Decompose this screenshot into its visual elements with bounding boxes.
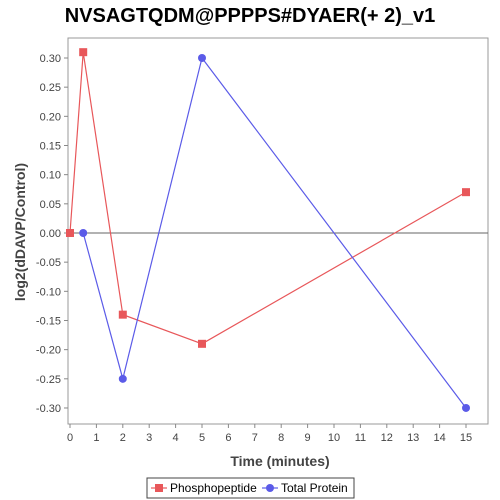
legend-label: Phosphopeptide xyxy=(170,481,257,495)
x-tick-label: 8 xyxy=(278,432,284,444)
x-tick-label: 11 xyxy=(355,432,366,444)
y-tick-label: -0.10 xyxy=(36,286,61,298)
legend-marker-circle xyxy=(266,484,274,492)
x-tick-label: 12 xyxy=(381,432,393,444)
y-tick-label: 0.15 xyxy=(40,140,61,152)
x-tick-label: 14 xyxy=(433,432,445,444)
series-layer xyxy=(66,48,470,412)
legend-label: Total Protein xyxy=(281,481,348,495)
plot-area xyxy=(67,37,489,425)
y-tick-label: 0.25 xyxy=(40,82,61,94)
y-tick-label: 0.30 xyxy=(40,53,61,65)
x-axis: 0 1 2 3 4 5 6 7 8 9 10 11 12 13 14 15 xyxy=(67,424,472,444)
x-tick-label: 3 xyxy=(146,432,152,444)
x-tick-label: 0 xyxy=(67,432,73,444)
x-tick-label: 5 xyxy=(199,432,205,444)
x-tick-label: 1 xyxy=(93,432,99,444)
legend: Phosphopeptide Total Protein xyxy=(146,477,355,499)
x-tick-label: 4 xyxy=(173,432,179,444)
x-tick-label: 10 xyxy=(328,432,340,444)
chart-title: NVSAGTQDM@PPPPS#DYAER(+ 2)_v1 xyxy=(65,5,436,27)
x-tick-label: 13 xyxy=(407,432,419,444)
y-tick-label: -0.05 xyxy=(36,257,61,269)
y-tick-label: 0.05 xyxy=(40,199,61,211)
y-axis: 0.30 0.25 0.20 0.15 0.10 0.05 0.00 -0.05 -0.10 -0… xyxy=(36,53,68,415)
y-tick-label: 0.00 xyxy=(40,228,61,240)
y-tick-label: 0.10 xyxy=(40,170,61,182)
data-point-total-protein xyxy=(462,403,470,412)
data-point-phosphopeptide xyxy=(66,228,74,237)
y-tick-label: 0.20 xyxy=(40,111,61,123)
data-point-total-protein xyxy=(79,228,88,237)
y-axis-label: log2(dDAVP/Control) xyxy=(12,163,28,301)
x-tick-label: 15 xyxy=(460,432,472,444)
x-tick-label: 9 xyxy=(305,432,311,444)
data-point-total-protein xyxy=(198,54,206,62)
data-point-total-protein xyxy=(118,374,127,383)
x-tick-label: 2 xyxy=(120,432,126,444)
x-axis-label: Time (minutes) xyxy=(230,453,329,469)
data-point-phosphopeptide xyxy=(118,310,127,319)
series-line-total-protein xyxy=(82,56,467,409)
data-point-phosphopeptide xyxy=(198,339,206,348)
legend-marker-square xyxy=(155,484,163,492)
y-tick-label: -0.25 xyxy=(36,374,61,386)
x-tick-label: 7 xyxy=(252,432,258,444)
x-tick-label: 6 xyxy=(225,432,231,444)
data-point-phosphopeptide xyxy=(79,48,88,57)
y-tick-label: -0.15 xyxy=(36,315,61,327)
data-point-phosphopeptide xyxy=(462,188,470,197)
y-tick-label: -0.30 xyxy=(36,403,61,415)
y-tick-label: -0.20 xyxy=(36,345,61,357)
legend-box xyxy=(146,477,355,499)
